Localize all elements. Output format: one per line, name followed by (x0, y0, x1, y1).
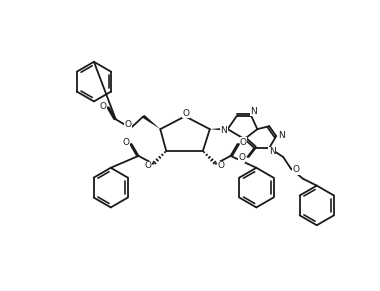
Text: N: N (250, 107, 257, 116)
Text: N: N (278, 131, 285, 140)
Text: N: N (220, 126, 227, 135)
Text: O: O (238, 153, 245, 162)
Text: O: O (145, 161, 152, 170)
Text: O: O (217, 161, 224, 170)
Polygon shape (210, 127, 228, 131)
Text: O: O (182, 109, 190, 118)
Text: O: O (293, 165, 299, 174)
Text: O: O (99, 102, 106, 111)
Text: O: O (122, 138, 129, 147)
Text: N: N (269, 148, 276, 157)
Polygon shape (142, 115, 160, 129)
Text: O: O (124, 120, 131, 129)
Text: O: O (240, 138, 247, 147)
